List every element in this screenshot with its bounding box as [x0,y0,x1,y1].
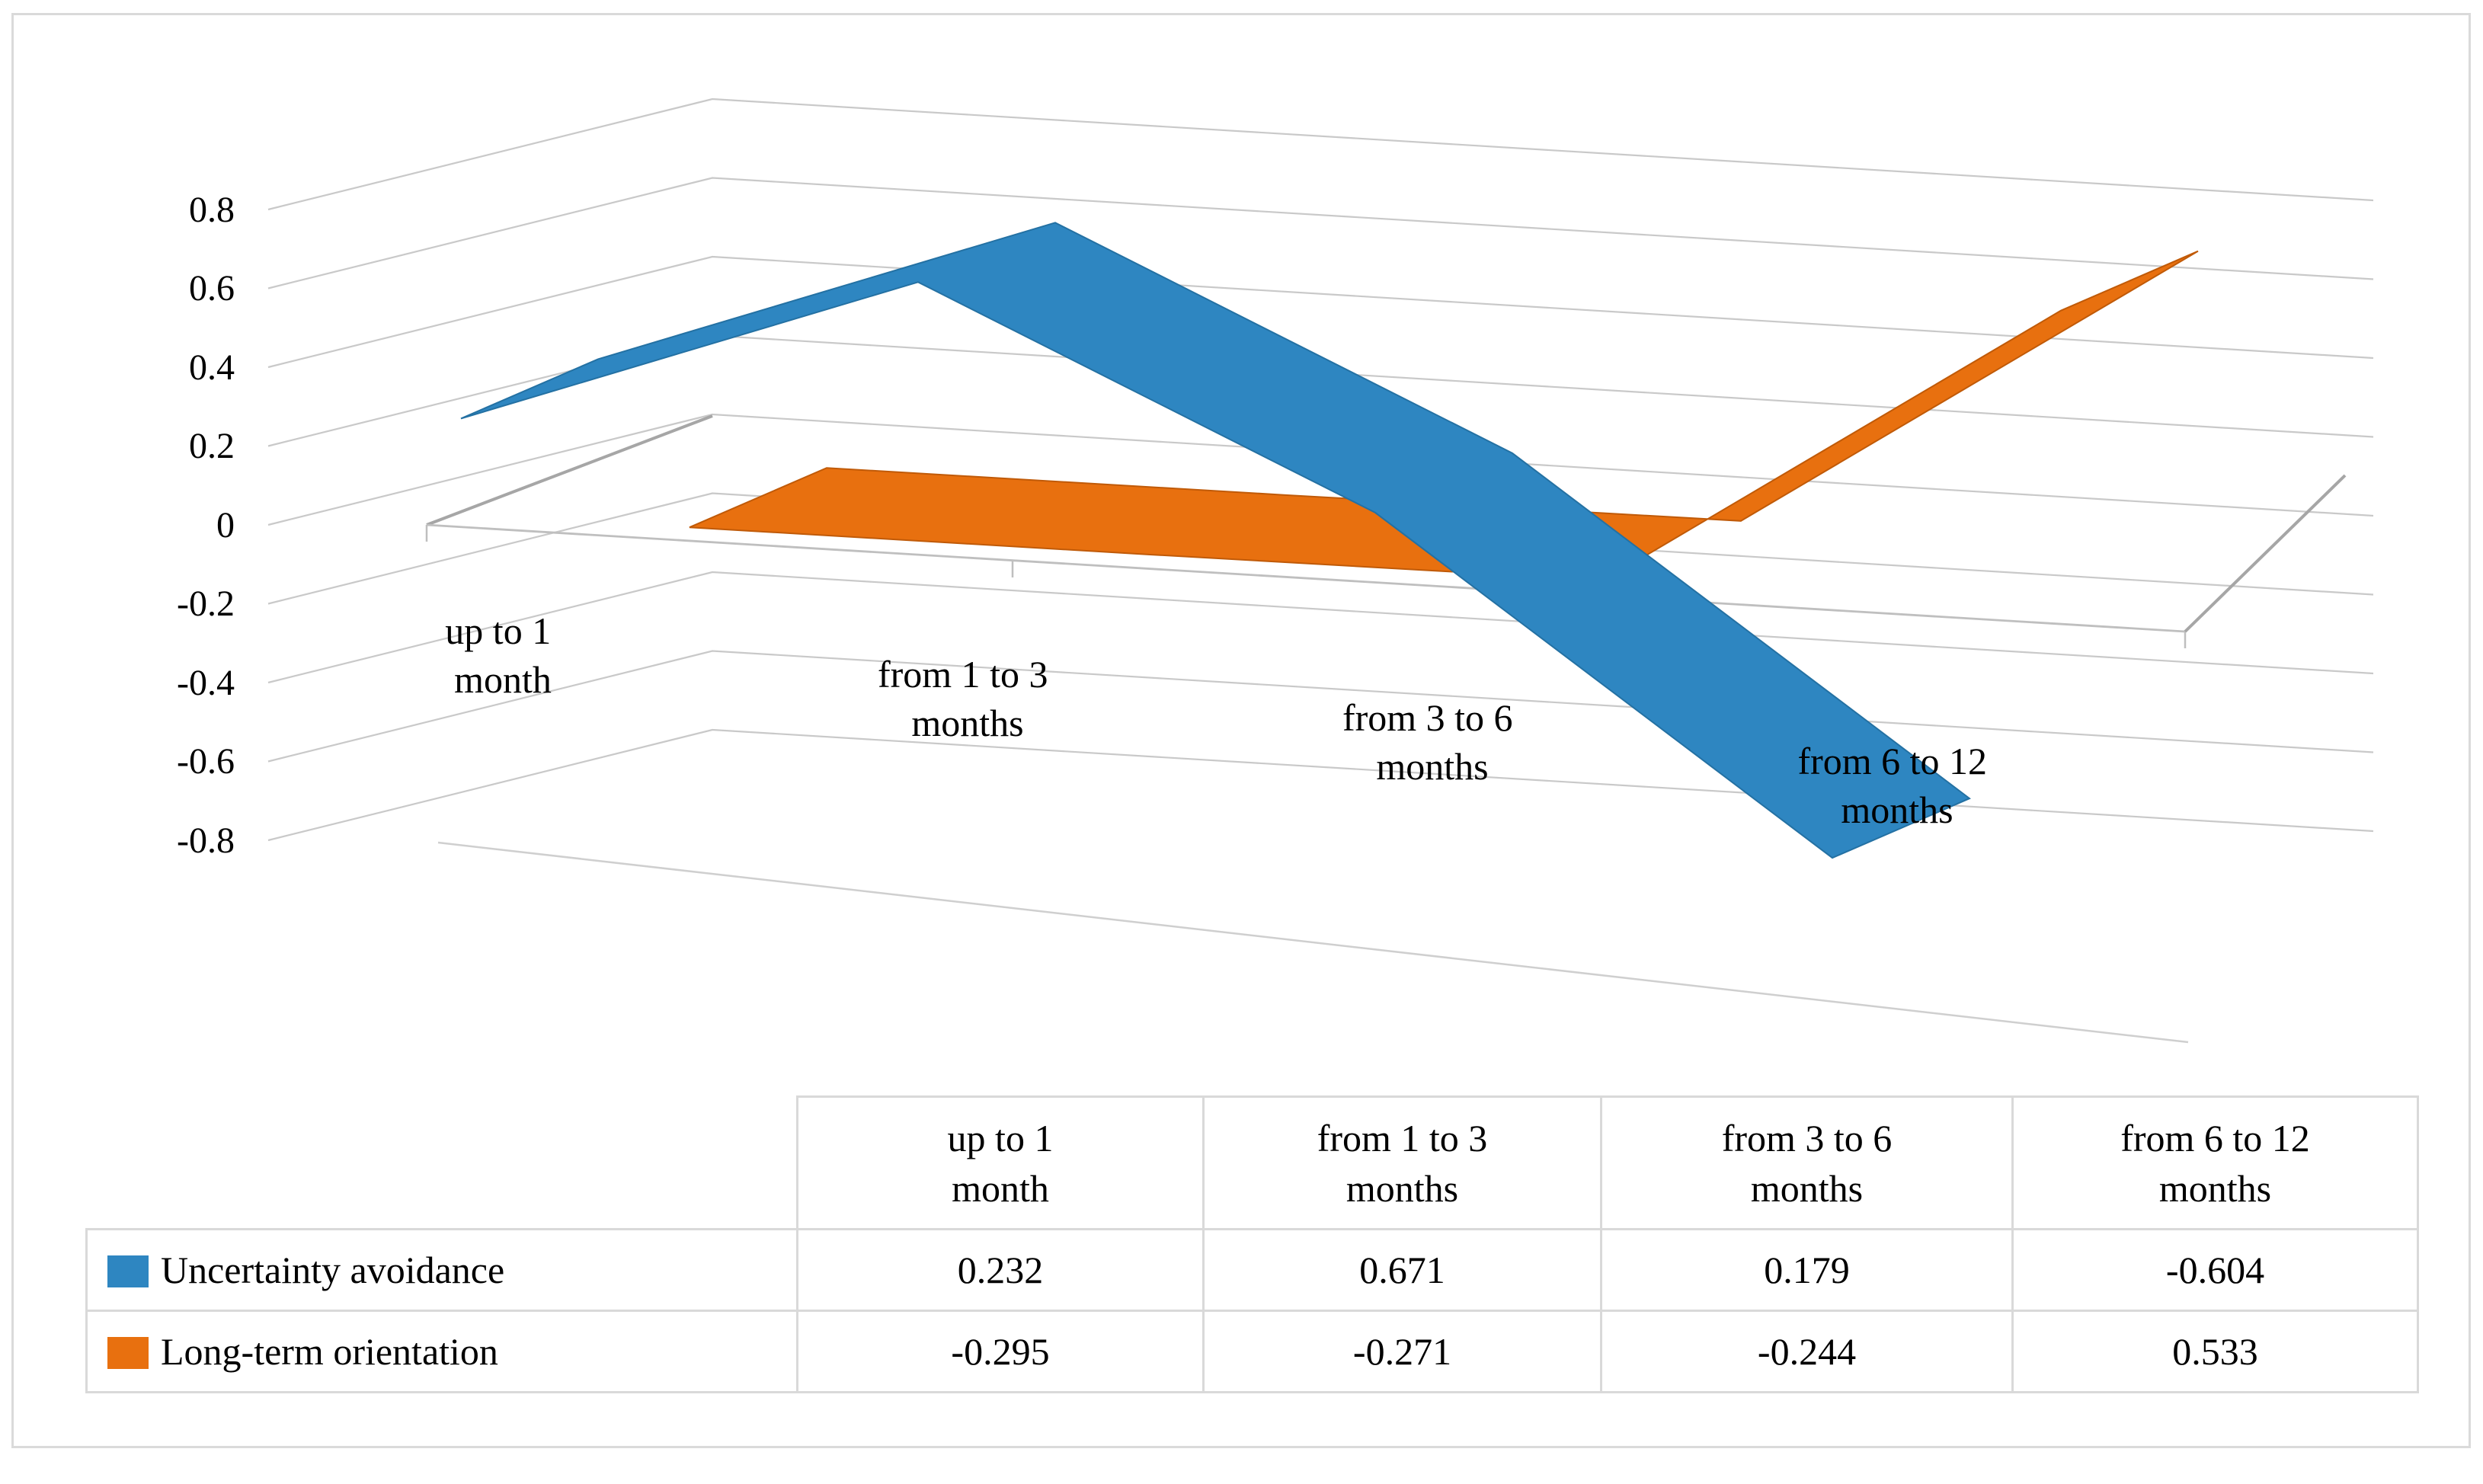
category-axis [426,523,2186,633]
gridline [267,492,2374,605]
gridline [267,177,2374,289]
header-line: month [952,1166,1049,1210]
table-header-row: up to 1 month from 1 to 3 months from 3 … [87,1095,2419,1230]
y-axis-tick-label: 0 [216,505,235,545]
category-label: from 6 to 12 months [1797,740,1996,831]
category-label-line: months [1376,745,1488,788]
table-row: Uncertainty avoidance 0.232 0.671 0.179 … [85,1228,2419,1312]
category-label: from 1 to 3 months [878,653,1058,744]
y-axis-tick-label: 0.2 [189,426,235,466]
y-axis-tick-label: 0.8 [189,190,235,230]
gridline [267,98,2374,211]
data-table: up to 1 month from 1 to 3 months from 3 … [85,1095,2419,1393]
y-axis-tick-label: -0.2 [177,584,235,624]
y-axis-tick-label: -0.4 [177,663,235,703]
y-axis-tick-label: 0.4 [189,347,235,388]
table-header-cell: from 3 to 6 months [1600,1095,2014,1230]
table-corner-cell [87,1097,798,1230]
value-cell: 0.533 [2011,1310,2419,1393]
category-label-line: from 1 to 3 [878,653,1048,696]
header-line: from 6 to 12 [2120,1116,2310,1159]
y-axis-tick-label: -0.8 [177,820,235,861]
series-name: Long-term orientation [161,1330,498,1373]
category-label-line: from 3 to 6 [1342,696,1513,739]
floor-front-edge [437,841,2189,1044]
gridline [267,650,2374,763]
value-cell: -0.295 [796,1310,1205,1393]
series-ribbons [460,222,2199,859]
legend-swatch-uncertainty-avoidance [107,1255,149,1287]
header-line: from 3 to 6 [1721,1116,1893,1159]
y-axis-tick-label: 0.6 [189,268,235,309]
value-cell: -0.244 [1600,1310,2014,1393]
table-row: Long-term orientation -0.295 -0.271 -0.2… [85,1310,2419,1393]
table-header-cell: up to 1 month [796,1095,1205,1230]
table-header-cell: from 6 to 12 months [2011,1095,2419,1230]
depth-axis-right [2184,474,2347,633]
header-line: from 1 to 3 [1317,1116,1488,1159]
category-label: up to 1 month [445,609,560,701]
category-label-line: up to 1 [445,609,551,652]
header-line: months [1345,1166,1459,1210]
ribbon-long-term-orientation [689,250,2199,581]
series-name: Uncertainty avoidance [161,1249,505,1291]
value-cell: -0.271 [1202,1310,1602,1393]
row-label-cell: Uncertainty avoidance [85,1228,798,1312]
y-axis-tick-label: -0.6 [177,741,235,782]
category-label-line: months [911,702,1023,744]
ribbon-uncertainty-avoidance [460,222,1971,859]
header-line: months [2158,1166,2272,1210]
gridline [267,413,2374,526]
gridline [267,571,2374,684]
table-header-cell: from 1 to 3 months [1202,1095,1602,1230]
category-label-line: from 6 to 12 [1797,740,1987,782]
header-line: months [1750,1166,1864,1210]
row-label-cell: Long-term orientation [85,1310,798,1393]
legend-swatch-long-term-orientation [107,1337,149,1369]
category-label: from 3 to 6 months [1342,696,1522,788]
value-cell: 0.179 [1600,1228,2014,1312]
gridline [267,255,2374,369]
value-cell: -0.604 [2011,1228,2419,1312]
depth-axis-left [426,414,713,526]
category-label-line: month [454,658,552,701]
header-line: up to 1 [947,1116,1054,1159]
category-label-line: months [1841,788,1953,831]
gridline [267,728,2374,842]
value-cell: 0.232 [796,1228,1205,1312]
value-cell: 0.671 [1202,1228,1602,1312]
